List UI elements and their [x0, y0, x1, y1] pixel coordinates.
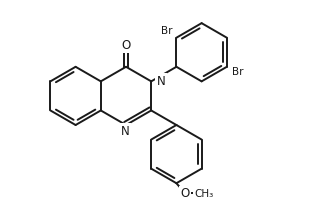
Text: O: O — [180, 187, 189, 201]
Text: Br: Br — [161, 26, 172, 36]
Text: N: N — [121, 125, 130, 138]
Text: CH₃: CH₃ — [194, 189, 213, 199]
Text: O: O — [121, 39, 131, 52]
Text: Br: Br — [232, 67, 244, 77]
Text: N: N — [156, 75, 165, 88]
